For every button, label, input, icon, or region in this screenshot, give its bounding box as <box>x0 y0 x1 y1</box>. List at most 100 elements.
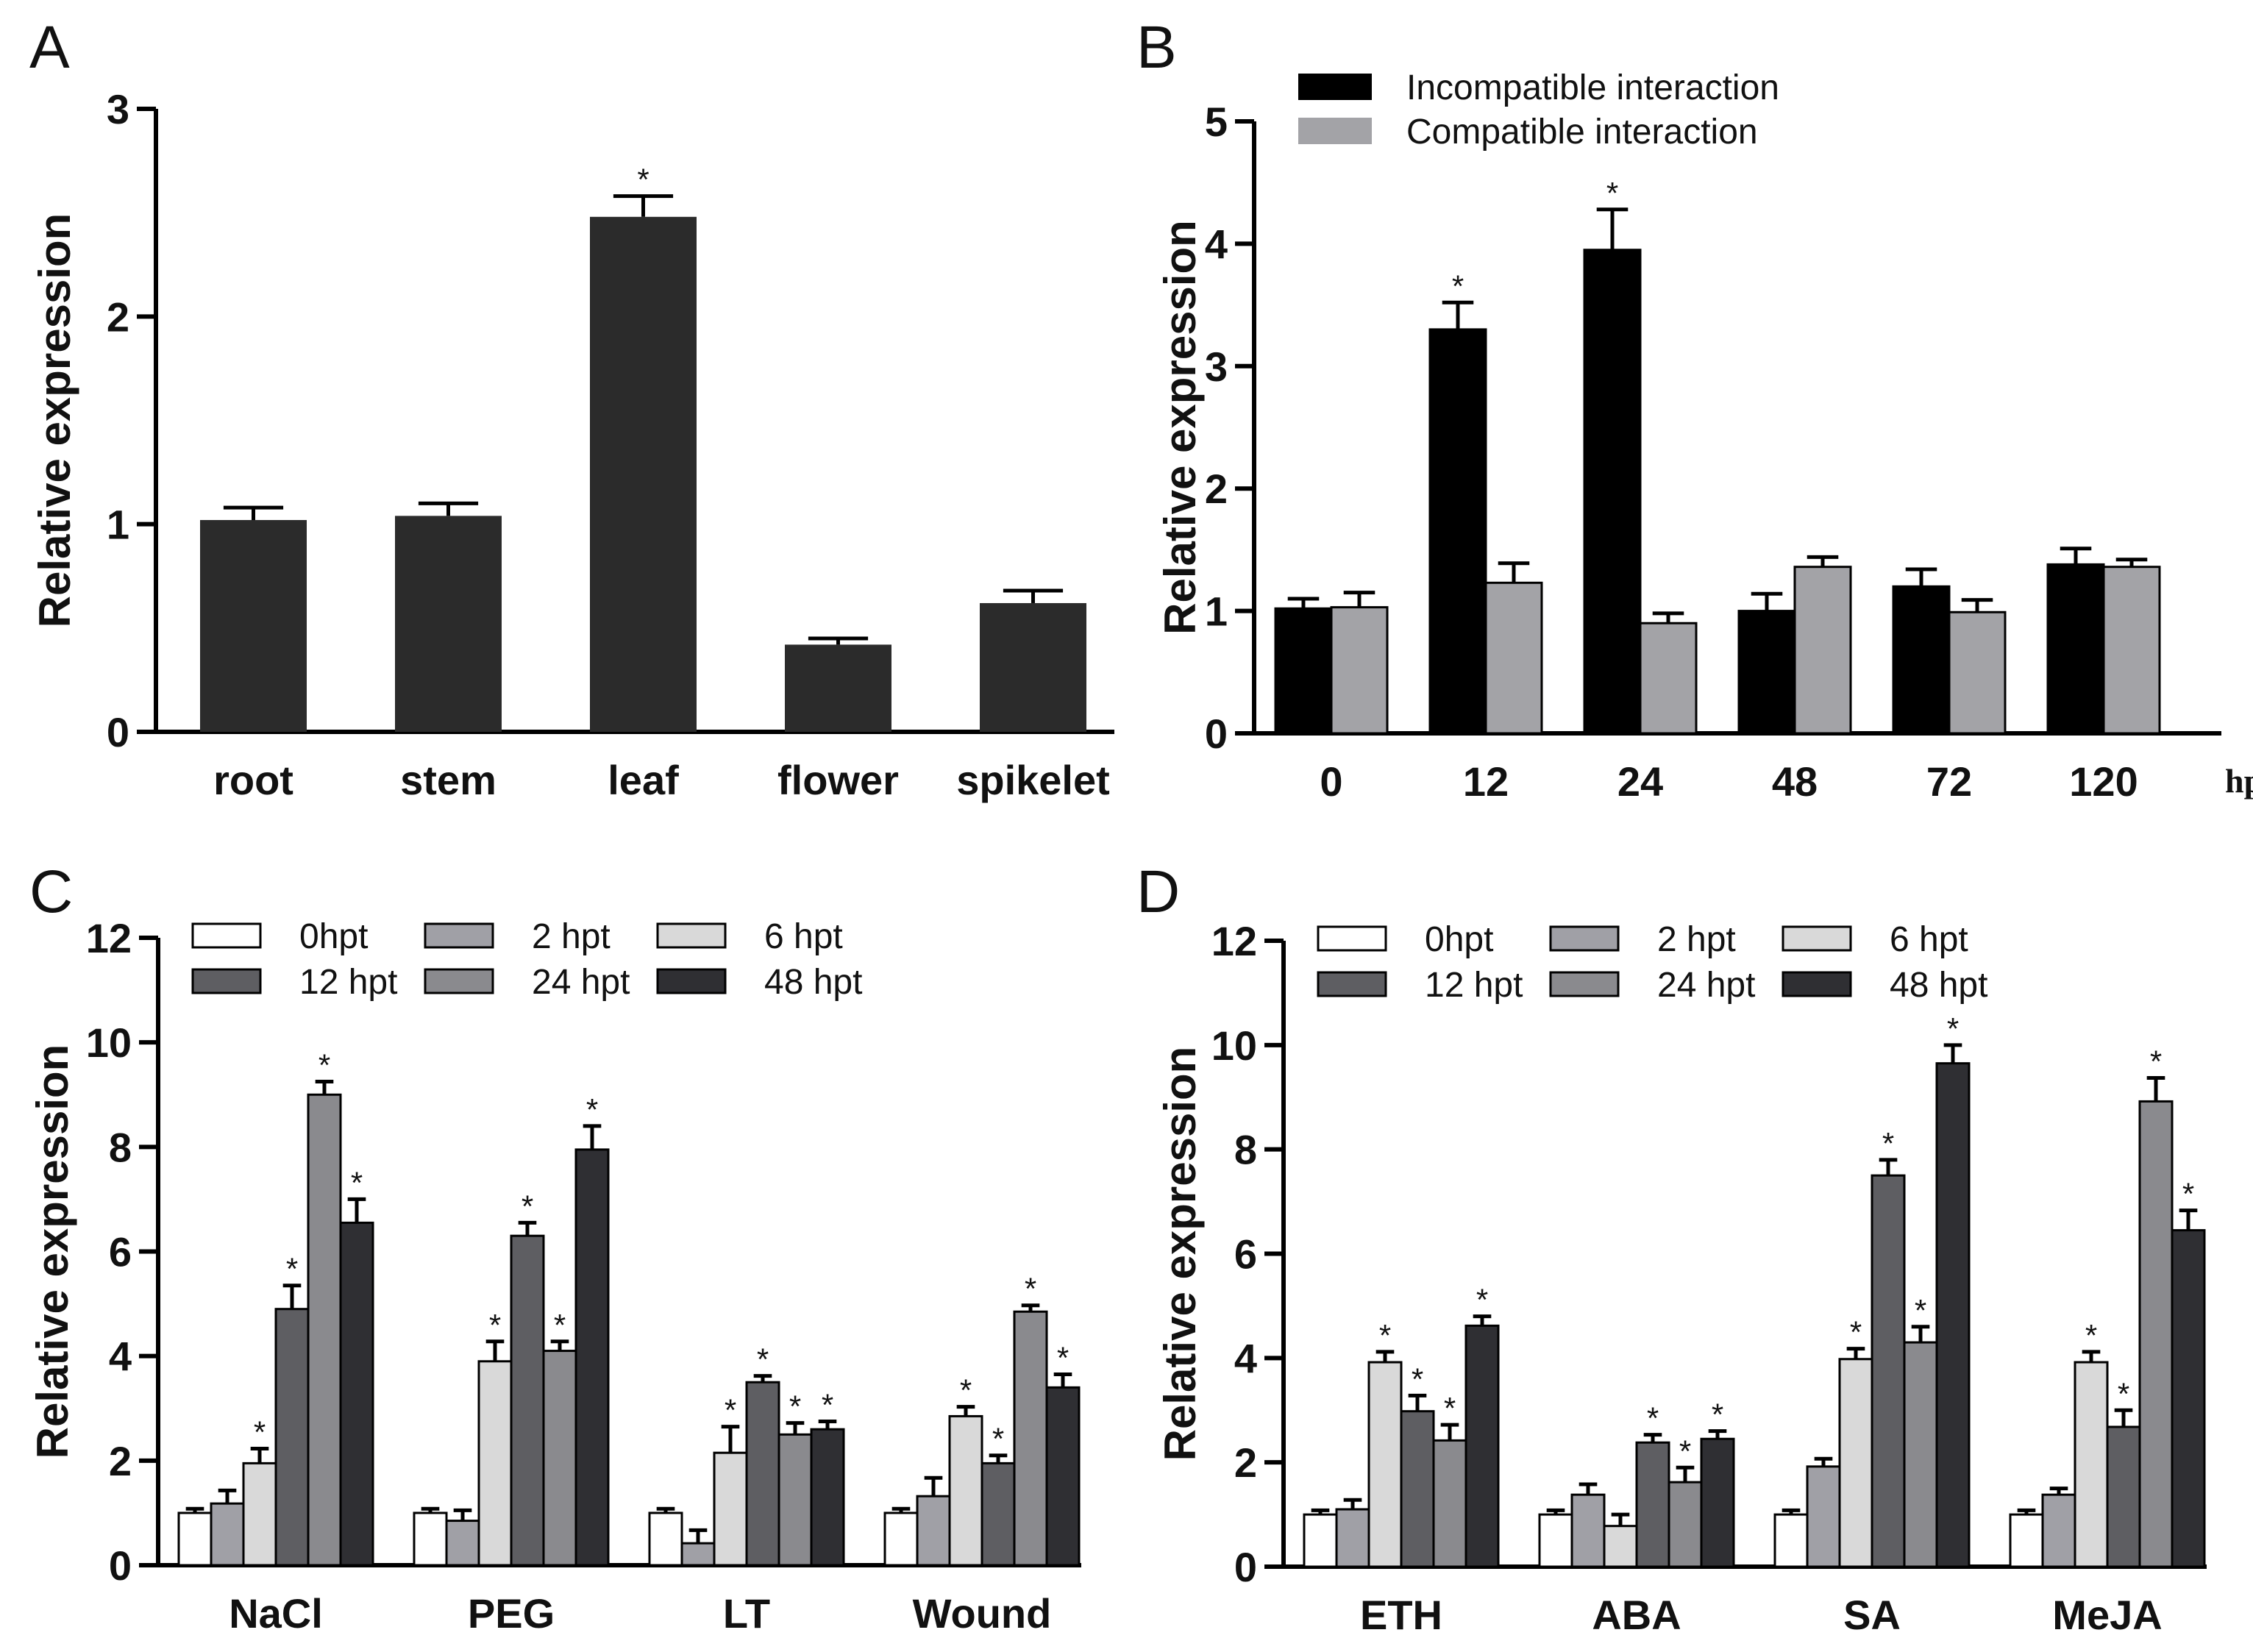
legend-label: 2 hpt <box>1657 920 1736 959</box>
significance-star: * <box>960 1373 972 1408</box>
significance-star: * <box>2085 1318 2097 1353</box>
legend-swatch <box>1782 971 1852 997</box>
y-tick-label: 4 <box>1205 221 1228 267</box>
legend-label: 12 hpt <box>1425 966 1523 1005</box>
legend-swatch <box>424 968 494 994</box>
y-tick-label: 5 <box>1205 99 1228 145</box>
significance-star: * <box>2150 1044 2162 1079</box>
x-category-label: leaf <box>608 757 679 803</box>
y-tick-label: 4 <box>109 1334 132 1380</box>
significance-star: * <box>1025 1272 1036 1306</box>
x-category-label: flower <box>777 757 899 803</box>
bar <box>680 1542 716 1567</box>
bar <box>274 1308 310 1567</box>
bar <box>1793 566 1852 735</box>
bar <box>413 1512 448 1567</box>
significance-star: * <box>254 1414 266 1449</box>
legend-swatch <box>1782 925 1852 952</box>
y-tick-label: 0 <box>1234 1544 1257 1590</box>
bar <box>1330 606 1389 735</box>
legend-label: 24 hpt <box>532 963 630 1002</box>
x-category-label: spikelet <box>956 757 1110 803</box>
bar <box>2074 1361 2109 1568</box>
x-category-label: MeJA <box>2052 1592 2162 1638</box>
x-unit-label: hpi <box>2225 762 2253 800</box>
bar <box>1538 1513 1573 1568</box>
bar <box>242 1461 277 1567</box>
bar <box>948 1414 983 1567</box>
bar <box>1948 610 2007 735</box>
panel-label-c: C <box>29 858 73 925</box>
y-tick-label: 1 <box>1205 588 1228 635</box>
significance-star: * <box>1915 1293 1926 1328</box>
legend-swatch <box>1549 971 1620 997</box>
y-axis-title: Relative expression <box>28 1044 77 1459</box>
y-tick-label: 3 <box>1205 343 1228 390</box>
bar <box>1635 1441 1670 1568</box>
bar <box>1045 1386 1081 1567</box>
bar <box>574 1148 610 1567</box>
bar <box>1400 1410 1435 1568</box>
bar <box>210 1502 245 1567</box>
chart-a-tissue-expression: Relative expression 0 1 2 3 root stem * leaf flow… <box>30 86 1114 803</box>
y-tick-label: 2 <box>107 293 129 340</box>
bar <box>339 1221 374 1567</box>
y-tick-label: 8 <box>1234 1127 1257 1173</box>
significance-star: * <box>637 163 649 197</box>
x-category-label: 48 <box>1772 758 1818 805</box>
y-axis-title: Relative expression <box>1156 1047 1205 1461</box>
bar <box>1428 328 1487 735</box>
bar <box>1303 1513 1338 1568</box>
x-category-label: Wound <box>913 1590 1052 1637</box>
bar <box>2138 1100 2174 1568</box>
bar <box>1838 1358 1873 1568</box>
bar <box>1903 1341 1938 1568</box>
bar <box>916 1495 951 1567</box>
significance-star: * <box>286 1252 298 1286</box>
bar <box>1700 1437 1735 1568</box>
x-category-label: 24 <box>1617 758 1663 805</box>
legend-label: 6 hpt <box>764 917 843 956</box>
significance-star: * <box>1647 1401 1659 1436</box>
y-tick-label: 6 <box>1234 1231 1257 1278</box>
x-category-label: NaCl <box>229 1590 323 1637</box>
legend-label: 0hpt <box>1425 920 1493 959</box>
y-tick-label: 4 <box>1234 1335 1257 1381</box>
bar <box>1639 622 1698 735</box>
bar <box>1667 1481 1703 1568</box>
legend-swatch <box>191 968 262 994</box>
bar <box>1335 1508 1370 1568</box>
bar <box>1274 607 1333 735</box>
significance-star: * <box>522 1189 533 1223</box>
chart-d-hormone-treatment: Relative expression 0 2 4 6 8 10 12 * * * * ETH * * * AB… <box>1156 918 2207 1638</box>
y-tick-label: 2 <box>109 1438 132 1484</box>
legend-swatch <box>1317 971 1387 997</box>
significance-star: * <box>1444 1391 1456 1425</box>
legend-label: 2 hpt <box>532 917 611 956</box>
bar <box>2106 1425 2141 1568</box>
bar <box>1432 1439 1467 1568</box>
bar <box>2046 563 2105 735</box>
bar <box>590 216 697 732</box>
bar <box>1737 610 1796 735</box>
significance-star: * <box>1057 1341 1069 1375</box>
bar <box>2041 1493 2076 1568</box>
significance-star: * <box>586 1092 598 1127</box>
x-category-label: PEG <box>468 1590 555 1637</box>
legend-label: 12 hpt <box>299 963 397 1002</box>
bar <box>200 520 307 732</box>
x-category-label: LT <box>723 1590 770 1637</box>
bar <box>2102 566 2161 735</box>
bar <box>1806 1465 1841 1568</box>
bar <box>395 516 502 732</box>
bar <box>810 1428 845 1567</box>
legend-label: Incompatible interaction <box>1406 68 1779 107</box>
significance-star: * <box>2182 1177 2194 1211</box>
panel-label-d: D <box>1136 858 1180 925</box>
y-tick-label: 6 <box>109 1229 132 1275</box>
significance-star: * <box>1712 1398 1723 1432</box>
significance-star: * <box>351 1165 363 1200</box>
legend-label: 24 hpt <box>1657 966 1755 1005</box>
